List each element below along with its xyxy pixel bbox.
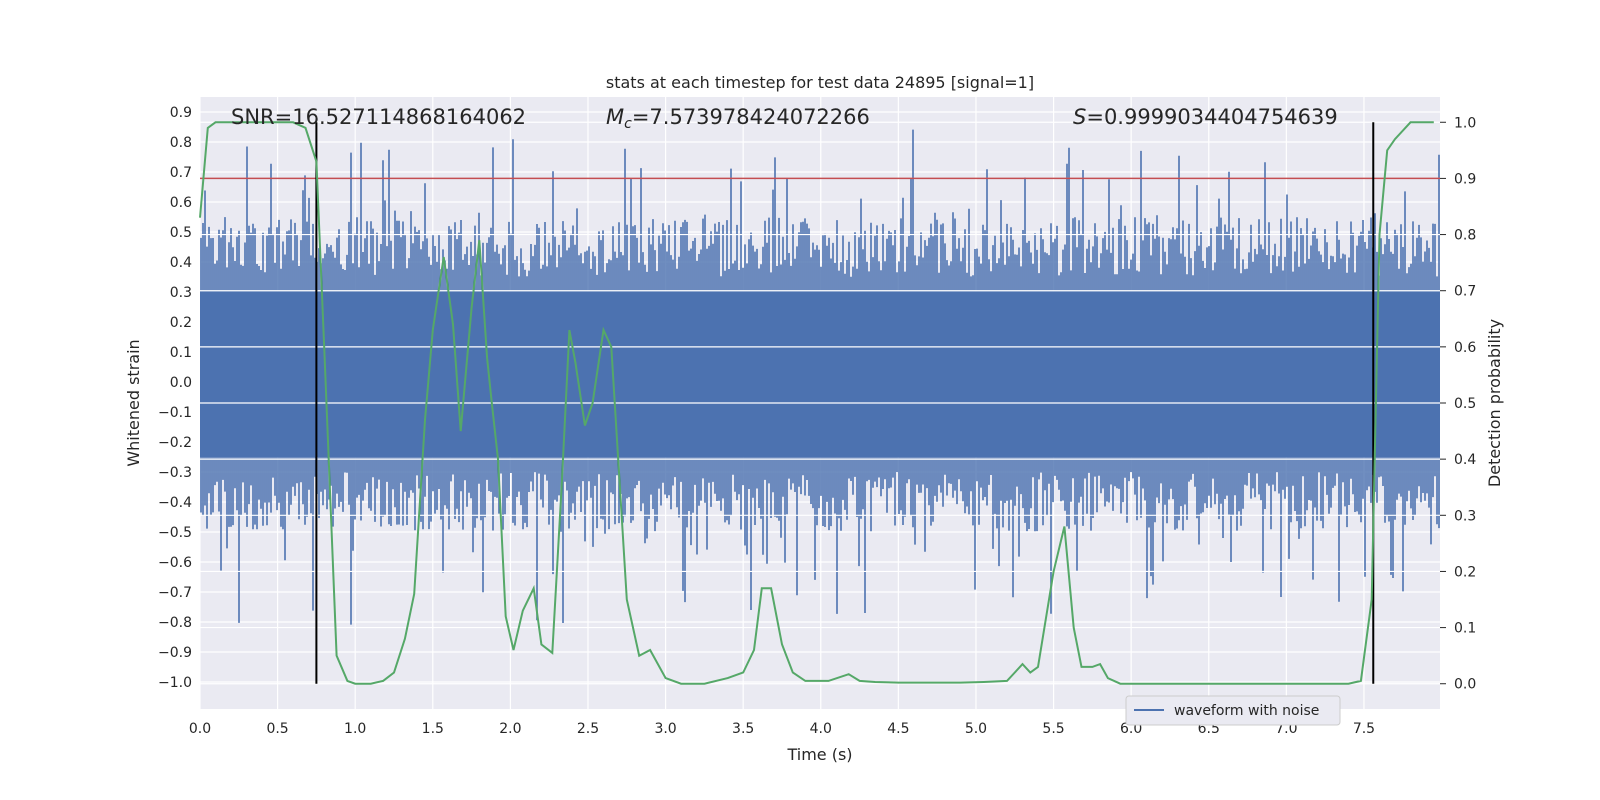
x-tick-label: 3.5 xyxy=(732,721,754,737)
y-tick-label: −0.4 xyxy=(158,495,192,511)
waveform-dense-band xyxy=(200,292,1440,457)
y2-tick-label: 0.7 xyxy=(1454,284,1476,300)
score-annotation: S=0.9999034404754639 xyxy=(1073,105,1338,129)
y-tick-label: −0.9 xyxy=(158,645,192,661)
y-tick-label: 0.4 xyxy=(170,255,192,271)
y-axis-label: Whitened strain xyxy=(124,339,143,466)
mc-value: =7.573978424072266 xyxy=(632,105,870,129)
y2-tick-label: 0.5 xyxy=(1454,396,1476,412)
y-axis: 0.9 0.8 0.7 0.6 0.5 0.4 0.3 0.2 0.1 0.0 −0.1 −0.2 −0… xyxy=(158,105,192,691)
x-tick-label: 1.0 xyxy=(344,721,366,737)
y2-tick-label: 0.3 xyxy=(1454,508,1476,524)
y2-tick-label: 1.0 xyxy=(1454,115,1476,131)
x-tick-label: 3.0 xyxy=(654,721,676,737)
y-tick-label: 0.6 xyxy=(170,195,192,211)
y2-tick-label: 0.0 xyxy=(1454,677,1476,693)
y-tick-label: 0.7 xyxy=(170,165,192,181)
y-tick-label: −0.7 xyxy=(158,585,192,601)
mc-symbol: M xyxy=(606,105,624,129)
x-tick-label: 5.0 xyxy=(965,721,987,737)
mc-subscript: c xyxy=(624,116,632,132)
legend: waveform with noise xyxy=(1125,695,1341,726)
x-tick-label: 5.5 xyxy=(1042,721,1064,737)
y2-tick-label: 0.4 xyxy=(1454,452,1476,468)
legend-box xyxy=(1125,695,1341,726)
x-tick-label: 2.0 xyxy=(499,721,521,737)
detection-probability-line xyxy=(199,121,1434,685)
waveform-series xyxy=(200,129,1440,625)
y-tick-label: 0.1 xyxy=(170,345,192,361)
x-tick-label: 4.0 xyxy=(810,721,832,737)
y-tick-label: 0.9 xyxy=(170,105,192,121)
x-tick-label: 2.5 xyxy=(577,721,599,737)
s-symbol: S xyxy=(1073,105,1086,129)
x-tick-label: 4.5 xyxy=(887,721,909,737)
x-axis-label: Time (s) xyxy=(786,745,852,764)
y2-axis: 1.0 0.9 0.8 0.7 0.6 0.5 0.4 0.3 0.2 0.1 0.0 xyxy=(1440,115,1476,693)
legend-label: waveform with noise xyxy=(1174,703,1319,719)
y-tick-label: 0.8 xyxy=(170,135,192,151)
x-tick-label: 1.5 xyxy=(422,721,444,737)
y2-tick-label: 0.9 xyxy=(1454,171,1476,187)
y-tick-label: −0.3 xyxy=(158,465,192,481)
y-tick-label: −0.2 xyxy=(158,435,192,451)
y-tick-label: −0.6 xyxy=(158,555,192,571)
chirp-mass-annotation: Mc=7.573978424072266 xyxy=(606,105,870,132)
y2-tick-label: 0.2 xyxy=(1454,564,1476,580)
y2-tick-label: 0.8 xyxy=(1454,228,1476,244)
y-tick-label: −1.0 xyxy=(158,675,192,691)
y2-axis-label: Detection probability xyxy=(1485,319,1504,487)
x-tick-label: 7.5 xyxy=(1353,721,1375,737)
chart-title: stats at each timestep for test data 248… xyxy=(606,73,1034,92)
y-tick-label: −0.8 xyxy=(158,615,192,631)
s-value: =0.9999034404754639 xyxy=(1086,105,1337,129)
x-tick-label: 0.5 xyxy=(266,721,288,737)
y2-tick-label: 0.1 xyxy=(1454,621,1476,637)
y-tick-label: −0.5 xyxy=(158,525,192,541)
y-tick-label: 0.0 xyxy=(170,375,192,391)
y-tick-label: 0.3 xyxy=(170,285,192,301)
y-tick-label: 0.2 xyxy=(170,315,192,331)
y2-tick-label: 0.6 xyxy=(1454,340,1476,356)
x-tick-label: 0.0 xyxy=(189,721,211,737)
x-axis: 0.0 0.5 1.0 1.5 2.0 2.5 3.0 3.5 4.0 4.5 5.0 5.5 6.0 6… xyxy=(189,721,1375,737)
y-tick-label: 0.5 xyxy=(170,225,192,241)
snr-annotation: SNR=16.527114868164062 xyxy=(231,105,526,129)
event-markers xyxy=(315,122,1375,684)
y-tick-label: −0.1 xyxy=(158,405,192,421)
